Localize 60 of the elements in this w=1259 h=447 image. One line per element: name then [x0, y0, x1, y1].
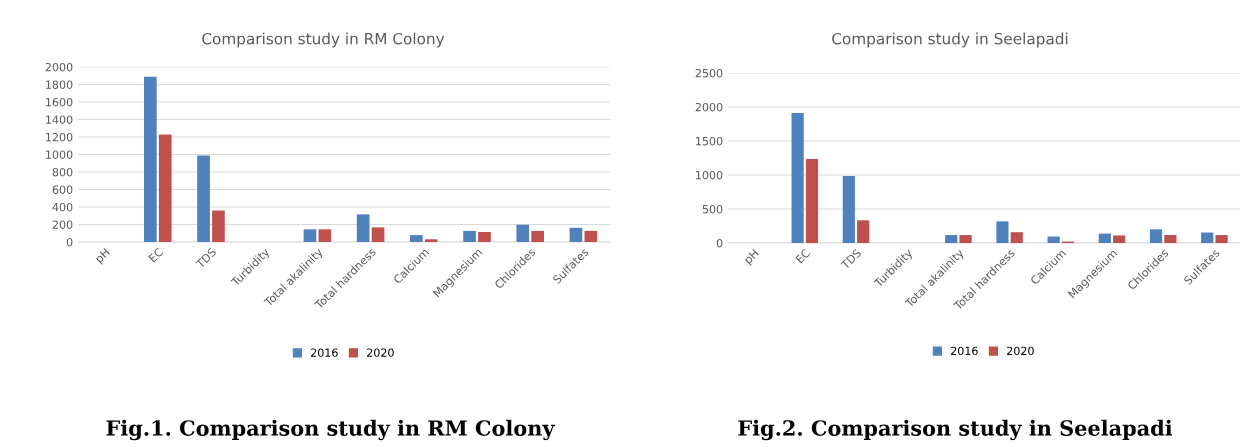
- caption: Fig.1. Comparison study in RM Colony: [106, 419, 555, 441]
- bar: [569, 227, 583, 242]
- bar: [791, 113, 804, 243]
- bar: [1164, 235, 1177, 243]
- legend-label: 2016: [310, 348, 338, 357]
- caption: Fig.2. Comparison study in Seelapadi: [738, 419, 1173, 441]
- bar: [945, 235, 958, 243]
- y-tick-label: 500: [702, 204, 723, 214]
- y-tick-label: 800: [52, 167, 73, 177]
- bar: [531, 230, 544, 242]
- bar: [371, 227, 385, 242]
- y-tick-label: 1000: [696, 170, 723, 180]
- legend-label: 2020: [367, 348, 394, 357]
- bar: [463, 230, 476, 242]
- chart-title: Comparison study in Seelapadi: [832, 32, 1068, 48]
- x-tick-label: EC: [148, 247, 164, 263]
- bar: [842, 176, 855, 243]
- bar: [356, 214, 370, 242]
- y-tick-label: 2000: [695, 102, 723, 112]
- bar: [959, 235, 972, 243]
- legend-label: 2016: [950, 346, 978, 356]
- y-tick-label: 1400: [46, 115, 73, 124]
- bar: [1149, 229, 1163, 243]
- y-tick-label: 0: [716, 238, 723, 248]
- bar: [424, 239, 438, 242]
- bar: [1047, 236, 1060, 243]
- legend-label: 2020: [1007, 346, 1034, 356]
- x-tick-label: pH: [743, 248, 761, 266]
- y-tick-label: 2000: [45, 62, 73, 72]
- bar: [1201, 232, 1214, 243]
- x-tick-label: pH: [94, 247, 112, 265]
- bar: [197, 155, 210, 242]
- bar: [303, 229, 317, 242]
- bar: [805, 159, 819, 243]
- bar: [1010, 232, 1023, 243]
- y-tick-label: 1000: [46, 150, 73, 159]
- bar: [158, 134, 172, 242]
- y-tick-label: 1200: [46, 132, 73, 142]
- bar: [318, 229, 332, 242]
- chart-title: Comparison study in RM Colony: [202, 32, 445, 48]
- y-tick-label: 400: [52, 202, 73, 212]
- y-tick-label: 1800: [46, 80, 73, 89]
- y-tick-label: 200: [52, 220, 73, 229]
- y-tick-label: 600: [52, 185, 73, 194]
- bar: [584, 230, 598, 242]
- x-tick-label: EC: [795, 248, 811, 264]
- bar: [996, 221, 1009, 243]
- bar: [1215, 235, 1228, 243]
- bar: [410, 235, 423, 242]
- bar: [1098, 233, 1111, 243]
- y-tick-label: 1500: [696, 136, 723, 146]
- bar: [478, 232, 491, 242]
- y-tick-label: 2500: [695, 68, 723, 78]
- bar: [1113, 235, 1126, 243]
- y-tick-label: 1600: [46, 97, 73, 107]
- bar: [857, 220, 870, 243]
- y-tick-label: 0: [66, 237, 73, 247]
- bar: [144, 76, 157, 242]
- bar: [516, 224, 530, 242]
- bar: [212, 210, 225, 242]
